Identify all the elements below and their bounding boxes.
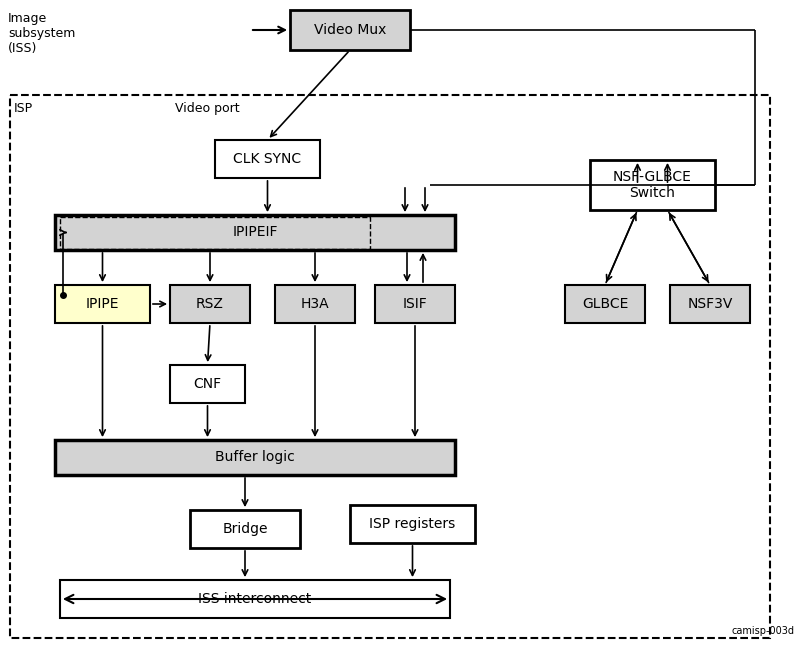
FancyBboxPatch shape bbox=[169, 365, 245, 403]
FancyBboxPatch shape bbox=[55, 440, 454, 475]
Text: ISS interconnect: ISS interconnect bbox=[198, 592, 311, 606]
FancyBboxPatch shape bbox=[590, 160, 714, 210]
Text: ISP registers: ISP registers bbox=[369, 517, 455, 531]
FancyBboxPatch shape bbox=[190, 510, 299, 548]
FancyBboxPatch shape bbox=[169, 285, 250, 323]
FancyBboxPatch shape bbox=[375, 285, 454, 323]
FancyBboxPatch shape bbox=[275, 285, 354, 323]
FancyBboxPatch shape bbox=[55, 215, 454, 250]
Text: ISIF: ISIF bbox=[402, 297, 427, 311]
Text: camisp-003d: camisp-003d bbox=[731, 626, 794, 636]
Text: CNF: CNF bbox=[193, 377, 221, 391]
Text: Bridge: Bridge bbox=[222, 522, 268, 536]
FancyBboxPatch shape bbox=[350, 505, 474, 543]
FancyBboxPatch shape bbox=[55, 285, 150, 323]
Text: RSZ: RSZ bbox=[195, 297, 224, 311]
Text: Buffer logic: Buffer logic bbox=[215, 450, 294, 465]
Text: ISP: ISP bbox=[14, 102, 33, 115]
FancyBboxPatch shape bbox=[669, 285, 749, 323]
Text: NSF-GLBCE
Switch: NSF-GLBCE Switch bbox=[612, 170, 691, 200]
Text: GLBCE: GLBCE bbox=[581, 297, 628, 311]
Text: Image
subsystem
(ISS): Image subsystem (ISS) bbox=[8, 12, 75, 55]
Text: NSF3V: NSF3V bbox=[686, 297, 732, 311]
Text: H3A: H3A bbox=[300, 297, 329, 311]
FancyBboxPatch shape bbox=[290, 10, 410, 50]
Text: Video Mux: Video Mux bbox=[313, 23, 386, 37]
Text: IPIPE: IPIPE bbox=[86, 297, 119, 311]
Text: IPIPEIF: IPIPEIF bbox=[232, 226, 277, 239]
FancyBboxPatch shape bbox=[60, 580, 449, 618]
FancyBboxPatch shape bbox=[564, 285, 644, 323]
FancyBboxPatch shape bbox=[215, 140, 320, 178]
Text: Video port: Video port bbox=[175, 102, 239, 115]
Text: CLK SYNC: CLK SYNC bbox=[233, 152, 301, 166]
